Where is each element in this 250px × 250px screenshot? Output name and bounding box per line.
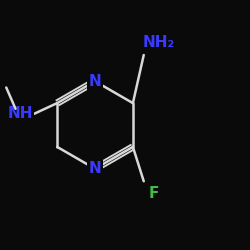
Text: N: N: [88, 74, 102, 89]
Text: N: N: [88, 161, 102, 176]
Text: NH: NH: [8, 106, 33, 121]
Text: F: F: [148, 186, 159, 201]
Text: NH₂: NH₂: [143, 35, 175, 50]
